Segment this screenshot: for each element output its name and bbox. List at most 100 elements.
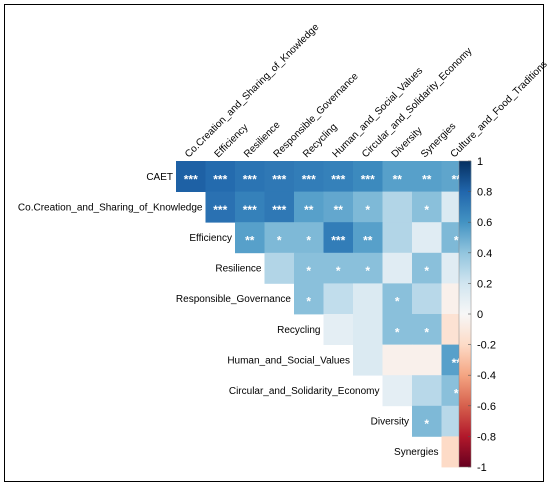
significance-star: ***	[331, 172, 345, 186]
significance-star: *	[365, 264, 370, 278]
heatmap-cell	[294, 191, 324, 223]
significance-star: ***	[213, 172, 227, 186]
heatmap-cell	[412, 191, 442, 223]
heatmap-cell	[382, 344, 413, 376]
colorbar-tick-label: 1	[477, 156, 483, 168]
heatmap-cell	[294, 252, 324, 284]
colorbar-tick-label: 0	[477, 309, 483, 321]
significance-star: ***	[331, 234, 345, 248]
significance-star: **	[393, 172, 403, 186]
colorbar: 1 0.8 0.6 0.4 0.2 0 -0.2 -0.4 -0.6 -0.8 -1	[458, 156, 496, 474]
heatmap-cell	[382, 252, 413, 284]
significance-star: *	[365, 203, 370, 217]
colorbar-tick-label: -0.8	[477, 431, 496, 443]
heatmap-cell	[353, 222, 383, 254]
heatmap-cell	[294, 283, 324, 315]
heatmap-cell	[323, 252, 354, 284]
significance-star: ***	[213, 203, 227, 217]
row-label: CAET	[146, 172, 173, 183]
row-label: Synergies	[394, 447, 438, 458]
heatmap-cell	[176, 161, 206, 192]
significance-star: *	[306, 234, 311, 248]
row-label: Human_and_Social_Values	[227, 355, 350, 366]
significance-star: *	[395, 295, 400, 309]
row-label: Circular_and_Solidarity_Economy	[229, 386, 380, 397]
significance-star: *	[306, 295, 311, 309]
significance-star: *	[424, 325, 429, 339]
column-label: Co.Creation_and_Sharing_of_Knowledge	[183, 22, 322, 161]
significance-star: ***	[272, 172, 286, 186]
significance-star: *	[395, 325, 400, 339]
column-labels: Co.Creation_and_Sharing_of_KnowledgeEffi…	[183, 22, 550, 161]
heatmap-cell	[323, 161, 354, 192]
heatmap-cell	[353, 314, 383, 345]
heatmap-cell	[205, 191, 236, 223]
heatmap-cell	[323, 314, 354, 345]
heatmap-cell	[205, 161, 236, 192]
heatmap-cell	[412, 375, 442, 407]
significance-star: *	[336, 264, 341, 278]
row-labels: CAET Co.Creation_and_Sharing_of_Knowledge…	[18, 172, 439, 458]
significance-star: **	[452, 172, 462, 186]
significance-star: **	[452, 356, 462, 370]
heatmap-cell	[353, 283, 383, 315]
significance-star: ***	[243, 203, 257, 217]
heatmap-cell	[323, 283, 354, 315]
row-label: Co.Creation_and_Sharing_of_Knowledge	[18, 202, 203, 213]
heatmap-cell	[264, 191, 295, 223]
colorbar-tick-label: 0.4	[477, 248, 492, 260]
heatmap-cell	[412, 222, 442, 254]
heatmap-cell	[235, 161, 265, 192]
row-label: Efficiency	[189, 233, 232, 244]
significance-star: **	[363, 234, 373, 248]
colorbar-tick-label: -0.4	[477, 370, 496, 382]
row-label: Recycling	[277, 325, 320, 336]
heatmap-cell	[323, 222, 354, 254]
figure-frame	[4, 4, 544, 482]
row-label: Resilience	[215, 264, 262, 275]
significance-star: *	[306, 264, 311, 278]
colorbar-tick-label: -0.6	[477, 401, 496, 413]
significance-star: *	[454, 387, 459, 401]
significance-star: **	[304, 203, 314, 217]
significance-star: ***	[361, 172, 375, 186]
heatmap-cell	[382, 191, 413, 223]
heatmap-cell	[412, 283, 442, 315]
column-label: Culture_and_Food_Traditions	[449, 59, 550, 160]
significance-star: **	[334, 203, 344, 217]
significance-star: ***	[272, 203, 286, 217]
significance-star: ***	[302, 172, 316, 186]
heatmap-cell	[294, 161, 324, 192]
heatmap-cell	[382, 161, 413, 192]
significance-star: ***	[184, 172, 198, 186]
colorbar-tick-label: -1	[477, 462, 487, 474]
heatmap-cell	[323, 191, 354, 223]
heatmap-cell	[382, 375, 413, 407]
significance-star: *	[454, 234, 459, 248]
colorbar-tick-label: 0.6	[477, 217, 492, 229]
heatmap-cell	[353, 344, 383, 376]
heatmap-cell	[382, 283, 413, 315]
heatmap-cell	[264, 252, 295, 284]
heatmap-cells	[176, 161, 472, 468]
significance-star: **	[422, 172, 432, 186]
heatmap-cell	[412, 344, 442, 376]
heatmap-cell	[235, 191, 265, 223]
heatmap-cell	[412, 314, 442, 345]
heatmap-cell	[294, 222, 324, 254]
colorbar-tick-label: 0.2	[477, 278, 492, 290]
row-label: Diversity	[371, 417, 409, 428]
colorbar-tick-label: -0.2	[477, 340, 496, 352]
heatmap-cell	[353, 191, 383, 223]
heatmap-cell	[412, 161, 442, 192]
heatmap-cell	[353, 161, 383, 192]
significance-star: *	[424, 264, 429, 278]
heatmap-cell	[235, 222, 265, 254]
significance-star: ***	[243, 172, 257, 186]
significance-star: *	[424, 203, 429, 217]
significance-star: **	[245, 234, 255, 248]
significance-star: *	[277, 234, 282, 248]
significance-stars: *** *** *** *** *** *** *** ** ** ***** *** *** ** **…	[184, 172, 462, 431]
heatmap-cell	[353, 252, 383, 284]
